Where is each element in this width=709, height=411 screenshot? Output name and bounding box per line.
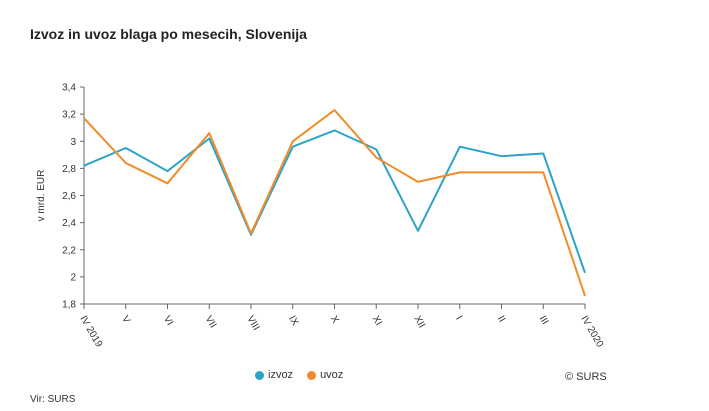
x-tick-label: VII [203,314,219,330]
x-tick-label: II [495,314,507,324]
x-tick-label: X [328,314,341,326]
x-tick-label: XI [370,314,384,328]
legend: izvoz uvoz [255,369,343,381]
source-text: Vir: SURS [30,394,76,405]
y-tick-label: 3,4 [62,83,76,94]
legend-label-izvoz: izvoz [268,369,294,381]
x-tick-label: IX [286,314,300,328]
y-tick-label: 3,2 [62,110,76,121]
x-tick-label: VIII [244,314,261,333]
x-tick-label: VI [161,314,175,328]
legend-marker-uvoz [307,370,317,380]
series-line-izvoz [83,129,586,274]
legend-item-izvoz[interactable]: izvoz [255,369,293,381]
x-tick-label: I [453,314,464,322]
x-tick-label: III [537,314,551,327]
y-tick-label: 2,4 [62,218,76,229]
x-tick-label: IV 2019 [77,314,104,350]
y-tick-label: 1,8 [62,300,76,311]
y-axis-label: v mrd. EUR [36,170,47,222]
y-tick-label: 2 [70,272,76,283]
x-tick-label: XII [411,314,427,330]
series-line-uvoz [83,109,586,297]
y-tick-label: 2,8 [62,164,76,175]
y-tick-label: 2,6 [62,191,76,202]
legend-label-uvoz: uvoz [320,369,344,381]
legend-item-uvoz[interactable]: uvoz [307,369,343,381]
x-tick-label: IV 2020 [578,314,605,350]
y-tick-label: 3 [70,137,76,148]
y-tick-label: 2,2 [62,245,76,256]
copyright-text: © SURS [565,371,607,383]
legend-marker-izvoz [255,370,264,380]
chart-title: Izvoz in uvoz blaga po mesecih, Slovenij… [30,26,307,42]
x-tick-label: V [119,314,132,326]
